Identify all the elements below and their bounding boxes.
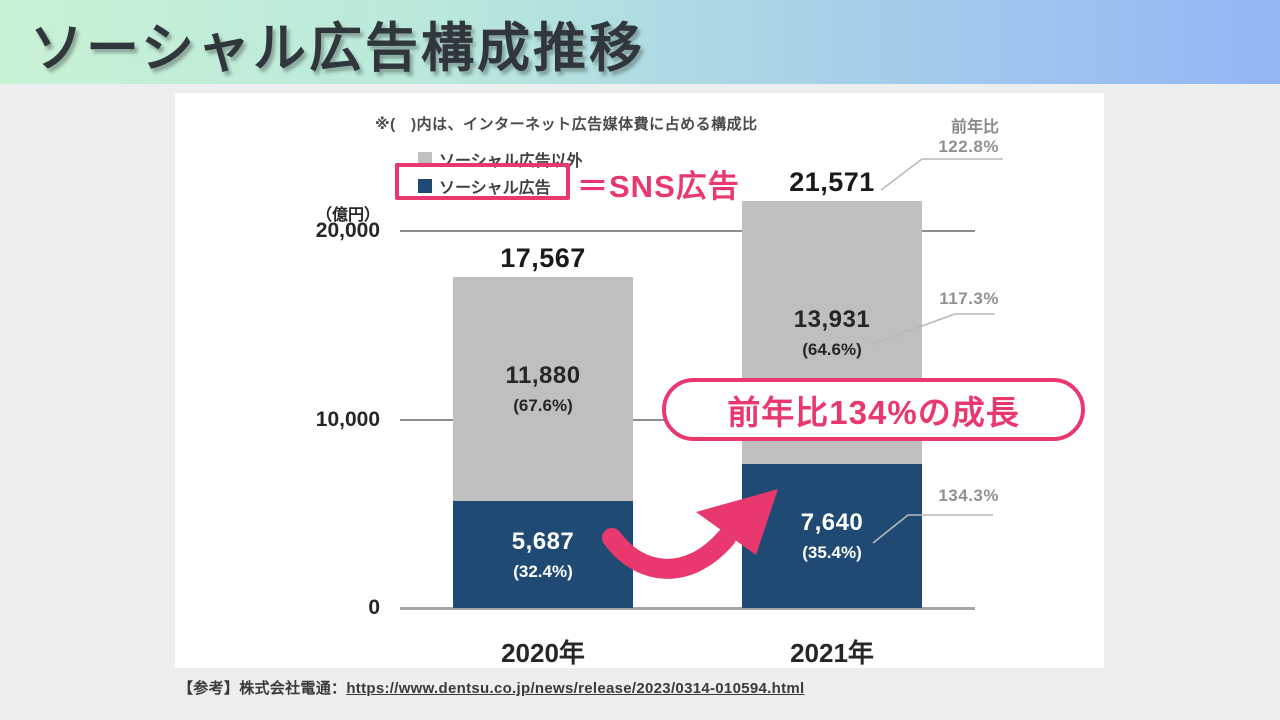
bar-2020-social-segment: 5,687 (32.4%) <box>453 501 633 608</box>
y-tick-20000: 20,000 <box>315 219 380 242</box>
bar-2020-social-share: (32.4%) <box>513 561 573 581</box>
x-label-2021: 2021年 <box>790 638 874 668</box>
yoy-total-label: 122.8% <box>938 137 999 156</box>
legend-swatch-gray <box>418 152 432 166</box>
yoy-column-header: 前年比 <box>950 119 999 136</box>
bar-2021-other-value: 13,931 <box>793 305 871 333</box>
growth-annotation-bubble: 前年比134%の成長 <box>662 378 1085 441</box>
chart-panel: ※( )内は、インターネット広告媒体費に占める構成比 前年比 ソーシャル広告以外… <box>175 93 1104 668</box>
bar-2020-total: 17,567 <box>500 243 586 273</box>
legend-highlight-box <box>395 163 570 200</box>
y-tick-10000: 10,000 <box>315 407 380 431</box>
gridline-20000 <box>400 230 975 232</box>
chart-note: ※( )内は、インターネット広告媒体費に占める構成比 <box>375 116 758 133</box>
bar-2020-other-share: (67.6%) <box>513 396 573 415</box>
legend-swatch-blue <box>418 179 432 193</box>
source-url-link[interactable]: https://www.dentsu.co.jp/news/release/20… <box>346 680 805 697</box>
sns-equivalence-label: ＝SNS広告 <box>577 169 740 204</box>
bar-2021-total: 21,571 <box>789 167 875 197</box>
bar-2020-social-value: 5,687 <box>511 527 575 555</box>
yoy-other-label: 117.3% <box>939 289 999 308</box>
legend-label-social: ソーシャル広告 <box>439 180 551 197</box>
y-tick-0: 0 <box>368 596 380 619</box>
page-title: ソーシャル広告構成推移 <box>30 19 645 78</box>
yoy-social-label: 134.3% <box>938 486 999 505</box>
x-label-2020: 2020年 <box>501 638 585 668</box>
growth-annotation-text: 前年比134%の成長 <box>727 393 1020 431</box>
bar-2020-other-segment: 11,880 (67.6%) <box>453 277 633 501</box>
bar-2021-social-share: (35.4%) <box>802 543 862 562</box>
bar-2021-other-share: (64.6%) <box>802 339 862 359</box>
bar-2021-social-value: 7,640 <box>800 509 864 536</box>
legend-item-social: ソーシャル広告 <box>418 174 551 198</box>
source-prefix: 【参考】株式会社電通： <box>178 680 347 697</box>
slide-header: ソーシャル広告構成推移 <box>0 0 1280 84</box>
x-axis-baseline <box>400 607 975 610</box>
source-reference: 【参考】株式会社電通：https://www.dentsu.co.jp/news… <box>178 677 804 698</box>
y-axis-unit: （億円） <box>315 207 380 224</box>
bar-2020-other-value: 11,880 <box>505 362 581 389</box>
